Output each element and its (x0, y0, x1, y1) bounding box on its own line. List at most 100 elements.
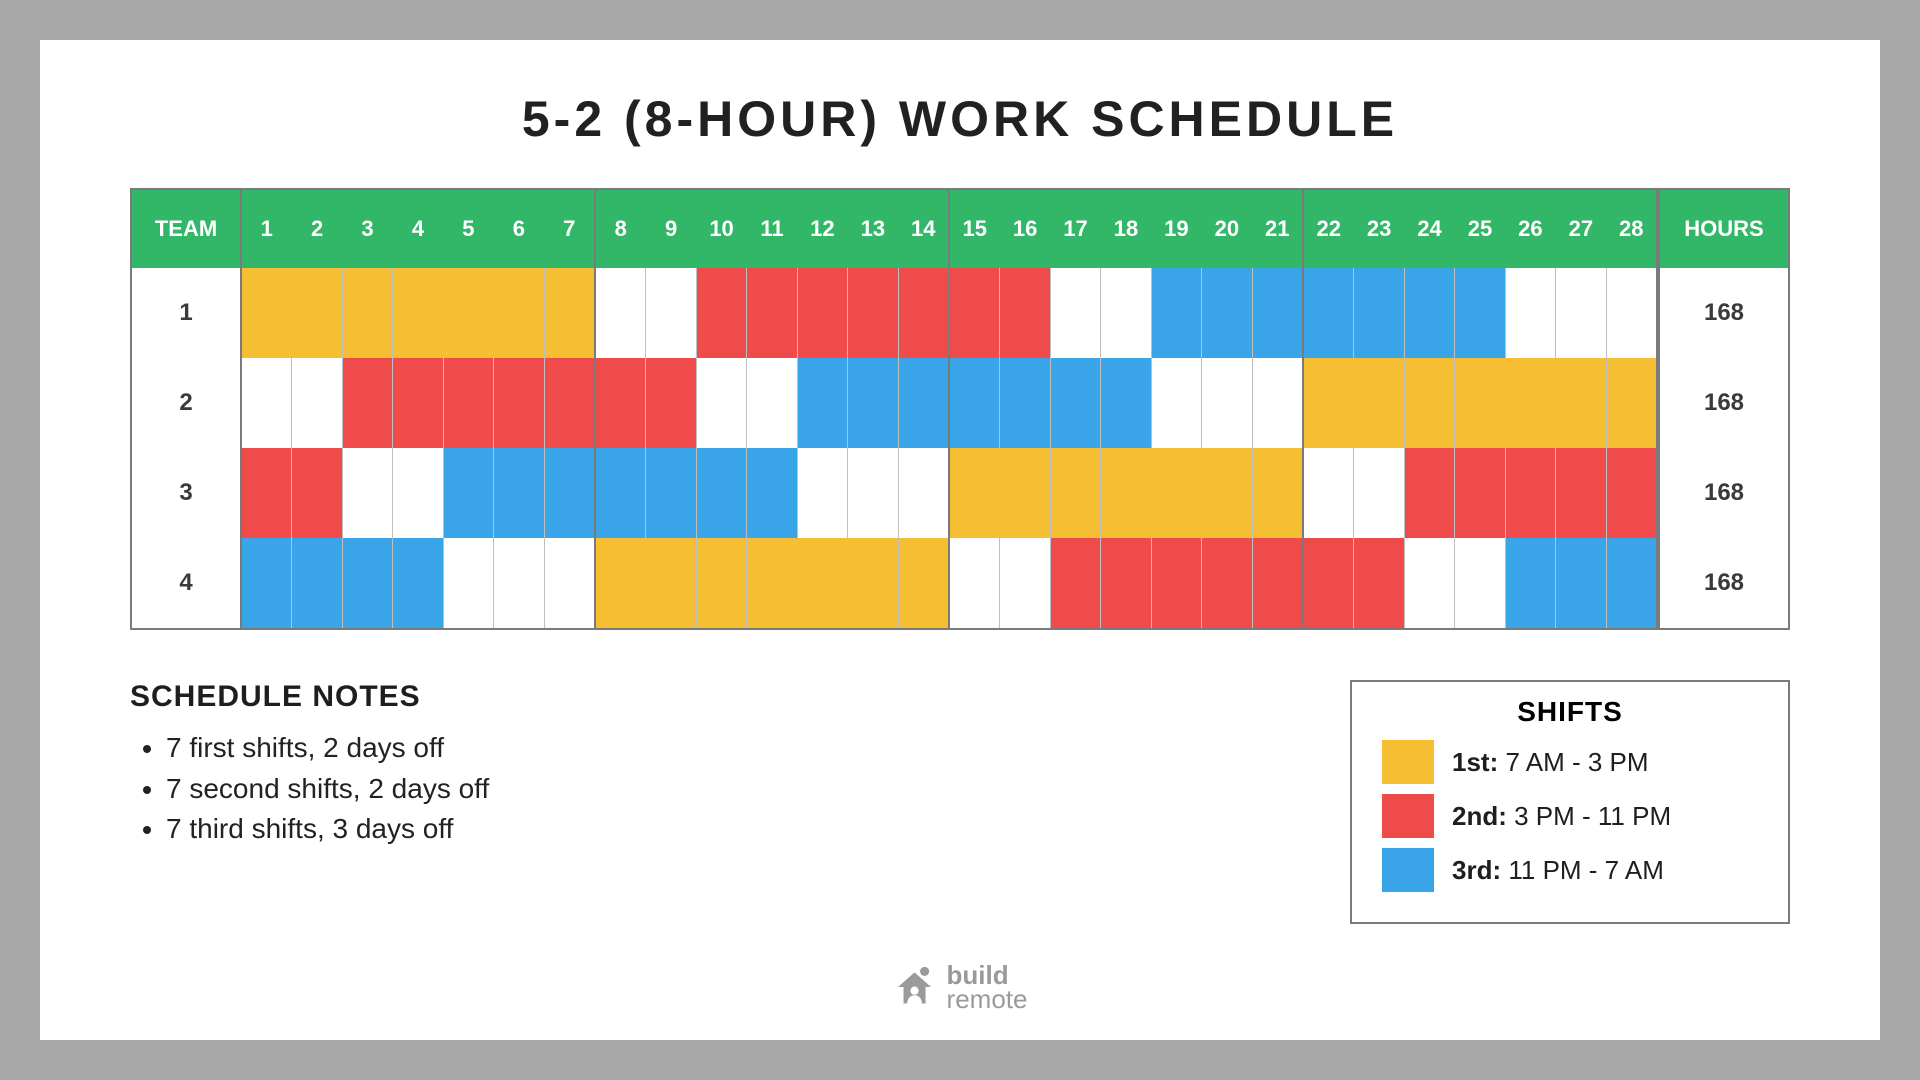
week-block (950, 358, 1304, 448)
shift-cell (393, 358, 443, 448)
note-item: 7 first shifts, 2 days off (166, 728, 489, 769)
legend-label: 2nd: 3 PM - 11 PM (1452, 801, 1671, 832)
shift-cell (1304, 538, 1354, 628)
legend-item: 3rd: 11 PM - 7 AM (1382, 848, 1758, 892)
shift-cell (747, 538, 797, 628)
shift-cell (596, 448, 646, 538)
header-day: 21 (1253, 190, 1302, 268)
shift-cell (1506, 538, 1556, 628)
week-block (242, 268, 596, 358)
shift-cell (950, 268, 1000, 358)
page-title: 5-2 (8-HOUR) WORK SCHEDULE (130, 90, 1790, 148)
shift-cell (1051, 268, 1101, 358)
shift-cell (848, 448, 898, 538)
header-day: 3 (343, 190, 393, 268)
week-block (1304, 268, 1658, 358)
week-block (1304, 538, 1658, 628)
shift-cell (950, 538, 1000, 628)
hours-value: 168 (1658, 448, 1788, 538)
shift-cell (545, 538, 594, 628)
legend-label: 3rd: 11 PM - 7 AM (1452, 855, 1664, 886)
shift-cell (1304, 448, 1354, 538)
header-day: 8 (596, 190, 646, 268)
shift-cell (697, 448, 747, 538)
shift-cell (1152, 268, 1202, 358)
header-day: 24 (1405, 190, 1455, 268)
shift-cell (1000, 538, 1050, 628)
legend-item: 2nd: 3 PM - 11 PM (1382, 794, 1758, 838)
header-day: 26 (1506, 190, 1556, 268)
shift-cell (494, 358, 544, 448)
shift-cell (1253, 358, 1302, 448)
shift-cell (848, 358, 898, 448)
shift-cell (1405, 268, 1455, 358)
week-block (596, 448, 950, 538)
week-block (1304, 448, 1658, 538)
legend-item: 1st: 7 AM - 3 PM (1382, 740, 1758, 784)
shift-cell (1000, 268, 1050, 358)
header-day: 13 (848, 190, 898, 268)
shift-cell (1354, 538, 1404, 628)
notes-heading: SCHEDULE NOTES (130, 680, 489, 714)
shift-cell (747, 358, 797, 448)
header-day: 27 (1556, 190, 1606, 268)
legend-heading: SHIFTS (1382, 696, 1758, 728)
shift-cell (1455, 538, 1505, 628)
shift-cell (1405, 538, 1455, 628)
shift-cell (343, 358, 393, 448)
shift-cell (1405, 358, 1455, 448)
house-person-icon (893, 965, 937, 1009)
header-week: 15161718192021 (950, 190, 1304, 268)
shift-cell (343, 268, 393, 358)
shift-cell (393, 268, 443, 358)
note-item: 7 second shifts, 2 days off (166, 769, 489, 810)
shift-cell (1152, 538, 1202, 628)
header-day: 9 (646, 190, 696, 268)
brand-logo: build remote (893, 963, 1028, 1012)
legend-swatch (1382, 794, 1434, 838)
shift-cell (1202, 358, 1252, 448)
shift-cell (1607, 268, 1656, 358)
header-day: 7 (545, 190, 594, 268)
shift-cell (899, 538, 948, 628)
shift-cell (848, 268, 898, 358)
week-block (596, 358, 950, 448)
shift-cell (848, 538, 898, 628)
shift-cell (242, 268, 292, 358)
shift-cell (747, 268, 797, 358)
header-day: 19 (1152, 190, 1202, 268)
shift-cell (292, 538, 342, 628)
shift-cell (444, 538, 494, 628)
header-week: 22232425262728 (1304, 190, 1658, 268)
shift-cell (697, 538, 747, 628)
shift-cell (1506, 448, 1556, 538)
header-day: 5 (444, 190, 494, 268)
shift-cell (798, 538, 848, 628)
shift-cell (1101, 358, 1151, 448)
shift-cell (1506, 268, 1556, 358)
shift-cell (1455, 268, 1505, 358)
shift-cell (1051, 358, 1101, 448)
header-day: 20 (1202, 190, 1252, 268)
week-block (596, 538, 950, 628)
shift-cell (292, 268, 342, 358)
shift-cell (1354, 448, 1404, 538)
shift-cell (596, 358, 646, 448)
team-label: 4 (132, 538, 242, 628)
week-block (1304, 358, 1658, 448)
shifts-legend: SHIFTS 1st: 7 AM - 3 PM 2nd: 3 PM - 11 PM… (1350, 680, 1790, 924)
header-week: 891011121314 (596, 190, 950, 268)
schedule-notes: SCHEDULE NOTES 7 first shifts, 2 days of… (130, 680, 489, 850)
shift-cell (1304, 358, 1354, 448)
shift-cell (1253, 268, 1302, 358)
shift-cell (596, 538, 646, 628)
shift-cell (1556, 448, 1606, 538)
schedule-canvas: 5-2 (8-HOUR) WORK SCHEDULE TEAM123456789… (40, 40, 1880, 1040)
shift-cell (950, 358, 1000, 448)
legend-swatch (1382, 740, 1434, 784)
shift-cell (1202, 268, 1252, 358)
header-day: 2 (292, 190, 342, 268)
shift-cell (444, 268, 494, 358)
shift-cell (646, 268, 696, 358)
header-day: 12 (798, 190, 848, 268)
